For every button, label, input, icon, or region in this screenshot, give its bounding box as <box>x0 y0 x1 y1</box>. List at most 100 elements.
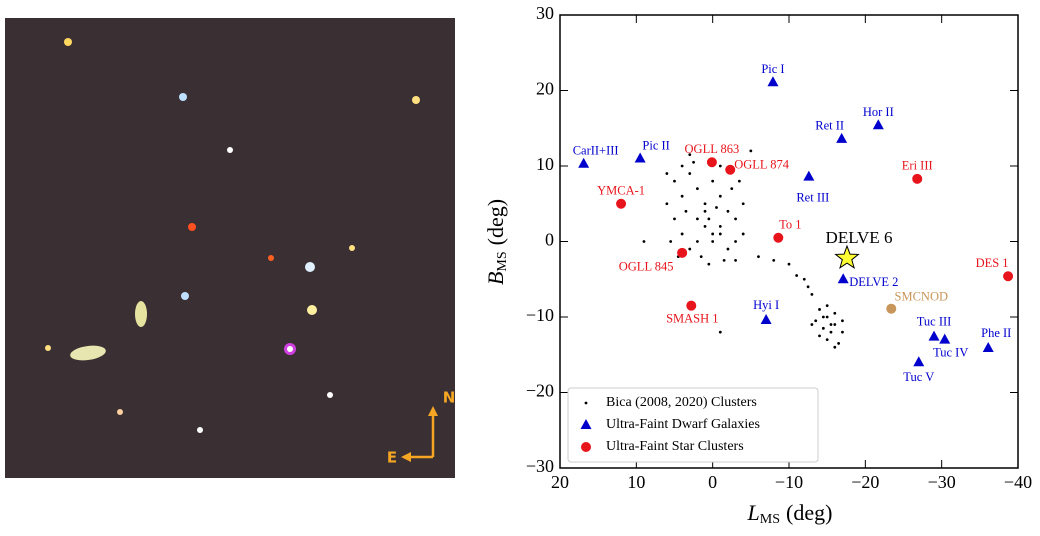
point-label: YMCA-1 <box>597 184 645 198</box>
data-point <box>1003 271 1014 282</box>
data-point <box>982 341 994 352</box>
y-tick-label: −10 <box>526 305 554 325</box>
data-point <box>795 274 799 277</box>
y-tick-label: 30 <box>536 3 554 23</box>
data-point <box>680 164 684 168</box>
point-label: Tuc V <box>903 370 934 384</box>
point-label: Tuc III <box>917 315 952 329</box>
sky-image: N E <box>5 18 455 478</box>
x-tick-label: −10 <box>775 472 803 492</box>
data-point <box>718 232 722 236</box>
data-point <box>673 179 676 183</box>
data-point <box>825 304 829 308</box>
point-label: Pic II <box>642 138 669 152</box>
data-point <box>634 152 646 163</box>
y-label-subscript: MS <box>495 251 510 271</box>
data-point <box>772 258 776 262</box>
legend-box <box>567 387 819 463</box>
y-tick-label: −30 <box>526 456 554 476</box>
data-point <box>836 132 848 143</box>
x-tick-label: 0 <box>708 472 717 492</box>
x-tick-label: −20 <box>851 472 879 492</box>
legend-marker <box>580 419 592 429</box>
data-point <box>886 303 897 314</box>
y-label-unit: (deg) <box>483 199 508 245</box>
data-point <box>837 273 849 284</box>
data-point <box>665 172 669 175</box>
data-point <box>616 198 627 209</box>
data-point <box>688 172 692 175</box>
data-point <box>718 225 722 228</box>
legend-marker <box>581 442 591 452</box>
point-label: Eri III <box>902 159 933 173</box>
y-tick-label: 20 <box>536 79 554 99</box>
data-point <box>711 232 715 236</box>
data-point <box>833 345 837 349</box>
data-point <box>706 157 717 168</box>
data-point <box>818 334 821 338</box>
x-tick-label: −30 <box>928 472 956 492</box>
data-point <box>741 202 745 206</box>
y-axis-label: BMS (deg) <box>483 199 510 285</box>
x-tick-label: −40 <box>1004 472 1032 492</box>
x-label-unit: (deg) <box>786 500 832 525</box>
data-point <box>821 315 825 319</box>
data-point <box>829 330 833 334</box>
x-axis-label: LMS (deg) <box>747 500 833 527</box>
data-point <box>810 323 814 326</box>
data-point <box>833 323 837 326</box>
data-point <box>725 164 736 175</box>
point-label: To 1 <box>779 218 801 232</box>
point-label: Pic I <box>761 62 784 76</box>
data-point <box>711 240 715 243</box>
data-point <box>834 244 860 269</box>
point-label: Phe II <box>981 326 1011 340</box>
data-point <box>707 262 711 266</box>
data-point <box>734 240 737 243</box>
data-point <box>939 333 951 344</box>
point-label: DELVE 6 <box>826 228 893 247</box>
data-point <box>665 202 669 206</box>
data-point <box>810 292 814 296</box>
data-point <box>684 209 688 213</box>
data-point <box>872 119 884 130</box>
data-point <box>803 170 815 181</box>
data-point <box>928 330 940 341</box>
compass-n: N <box>443 389 456 407</box>
point-label: CarII+III <box>573 144 619 158</box>
data-point <box>642 240 646 243</box>
data-point <box>726 209 730 213</box>
point-label: OGLL 863 <box>685 142 740 156</box>
point-label: DELVE 2 <box>849 275 898 289</box>
point-label: DES 1 <box>976 256 1009 270</box>
data-point <box>734 258 737 262</box>
y-tick-label: −20 <box>526 381 554 401</box>
data-point <box>802 277 806 281</box>
point-label: OGLL 845 <box>619 260 674 274</box>
data-point <box>818 308 821 311</box>
data-point <box>912 173 923 184</box>
legend-label: Bica (2008, 2020) Clusters <box>606 395 757 410</box>
data-point <box>669 240 673 243</box>
data-point <box>688 153 692 157</box>
data-point <box>677 247 688 258</box>
data-point <box>730 187 734 191</box>
data-point <box>707 217 711 221</box>
data-point <box>773 232 784 243</box>
data-point <box>722 258 726 262</box>
point-label: Hor II <box>863 105 894 119</box>
data-point <box>692 160 695 164</box>
data-point <box>718 194 722 198</box>
data-point <box>726 247 730 251</box>
y-tick-label: 10 <box>536 154 554 174</box>
data-point <box>703 202 707 206</box>
point-label: Ret III <box>796 190 829 204</box>
data-point <box>767 76 779 87</box>
x-tick-label: 20 <box>551 472 569 492</box>
data-point <box>821 326 825 330</box>
legend-marker <box>584 401 588 405</box>
point-label: SMASH 1 <box>666 312 718 326</box>
x-tick-label: 10 <box>627 472 645 492</box>
data-point <box>696 187 699 191</box>
